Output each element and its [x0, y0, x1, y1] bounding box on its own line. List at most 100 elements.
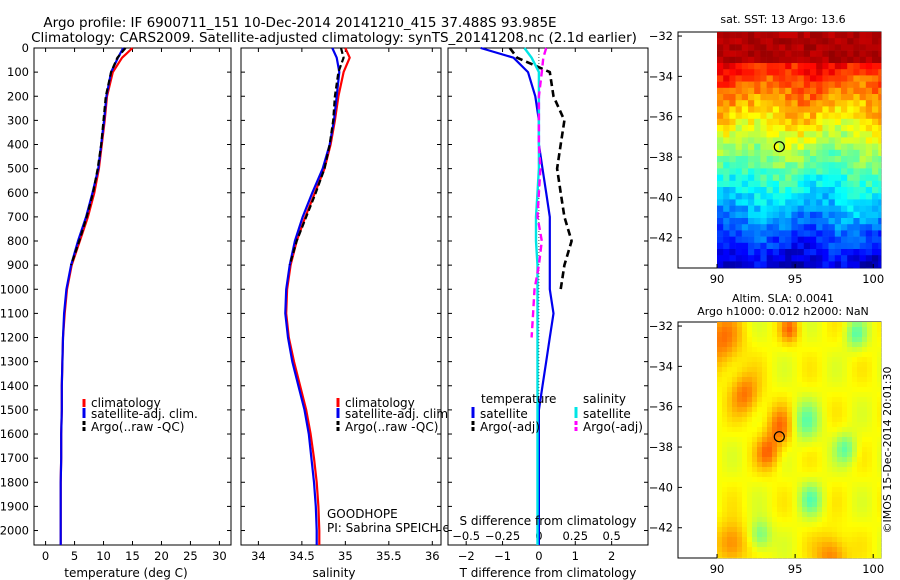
map-cell [862, 542, 868, 548]
map-cell [729, 112, 736, 120]
map-cell [772, 180, 780, 188]
map-cell [787, 497, 793, 503]
map-cell [872, 125, 879, 132]
depth-tick-label: 1000 [0, 282, 29, 296]
map-cell [841, 187, 848, 194]
map-cell [772, 230, 780, 237]
map-cell [859, 94, 867, 101]
map-cell [834, 118, 842, 126]
map-cell [841, 255, 848, 262]
map-cell [779, 249, 786, 256]
map-cell [812, 507, 818, 513]
map-cell [816, 211, 823, 219]
map-cell [735, 38, 743, 45]
map-cell [752, 417, 758, 423]
map-cell [729, 242, 736, 250]
map-cell [865, 69, 873, 76]
map-cell [782, 367, 788, 373]
map-cell [803, 162, 811, 169]
map-cell [747, 412, 753, 418]
map-cell [729, 230, 736, 237]
map-cell [827, 387, 833, 393]
map-cell [812, 472, 818, 478]
map-cell [797, 69, 805, 76]
map-cell [816, 199, 823, 206]
map-cell [803, 187, 811, 194]
map-cell [757, 392, 763, 398]
map-cell [859, 255, 867, 262]
map-cell [832, 422, 838, 428]
map-cell [812, 517, 818, 523]
map-cell [822, 347, 828, 353]
map-cell [867, 432, 873, 438]
map-cell [828, 187, 836, 194]
map-cell [782, 387, 788, 393]
map-cell [847, 118, 854, 126]
map-cell [757, 387, 763, 393]
map-cell [723, 87, 730, 95]
map-cell [832, 407, 838, 413]
map-cell [732, 507, 738, 513]
map-cell [797, 156, 805, 163]
map-cell [777, 352, 783, 358]
map-cell [782, 437, 788, 443]
map-cell [803, 137, 811, 144]
map-cell [717, 492, 723, 498]
map-cell [807, 542, 813, 548]
map-cell [834, 100, 842, 107]
map-cell [757, 542, 763, 548]
map-cell [772, 118, 780, 126]
map-cell [807, 532, 813, 538]
map-cell [752, 342, 758, 348]
map-cell [732, 332, 738, 338]
map-cell [752, 532, 758, 538]
map-cell [717, 218, 724, 225]
map-cell [832, 492, 838, 498]
map-cell [722, 387, 728, 393]
map-cell [785, 149, 792, 157]
map-cell [742, 487, 748, 493]
map-cell [737, 497, 743, 503]
map-cell [837, 402, 843, 408]
map-cell [762, 372, 768, 378]
map-cell [757, 417, 763, 423]
map-cell [862, 352, 868, 358]
map-cell [865, 131, 873, 138]
map-cell [832, 557, 838, 559]
map-cell [748, 205, 755, 213]
map-cell [735, 187, 743, 194]
map-cell [787, 412, 793, 418]
map-cell [792, 382, 798, 388]
map-cell [772, 492, 778, 498]
x-tick-label: 30 [212, 549, 227, 563]
map-cell [732, 412, 738, 418]
map-cell [787, 472, 793, 478]
map-cell [785, 38, 792, 45]
map-cell [785, 112, 792, 120]
map-cell [747, 487, 753, 493]
map-cell [727, 382, 733, 388]
map-cell [797, 502, 803, 508]
map-cell [822, 502, 828, 508]
map-cell [832, 527, 838, 533]
map-cell [853, 56, 860, 64]
map-cell [867, 482, 873, 488]
map-cell [748, 255, 755, 262]
map-cell [757, 427, 763, 433]
map-cell [772, 497, 778, 503]
map-cell [735, 125, 743, 132]
map-cell [785, 106, 792, 113]
map-cell [772, 532, 778, 538]
map-cell [865, 125, 873, 132]
map-cell [772, 255, 780, 262]
map-cell [723, 100, 730, 107]
map-cell [723, 249, 730, 256]
map-cell [878, 125, 882, 132]
map-cell [834, 56, 842, 64]
map-cell [859, 187, 867, 194]
map-cell [760, 162, 767, 169]
map-cell [785, 131, 792, 138]
map-cell [792, 332, 798, 338]
map-cell [872, 467, 878, 473]
map-cell [727, 447, 733, 453]
